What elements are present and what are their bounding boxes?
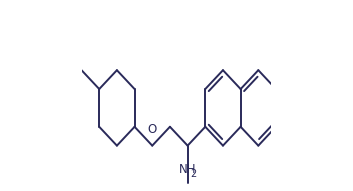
Text: NH: NH: [179, 163, 196, 176]
Text: O: O: [148, 123, 157, 136]
Text: 2: 2: [191, 169, 197, 179]
